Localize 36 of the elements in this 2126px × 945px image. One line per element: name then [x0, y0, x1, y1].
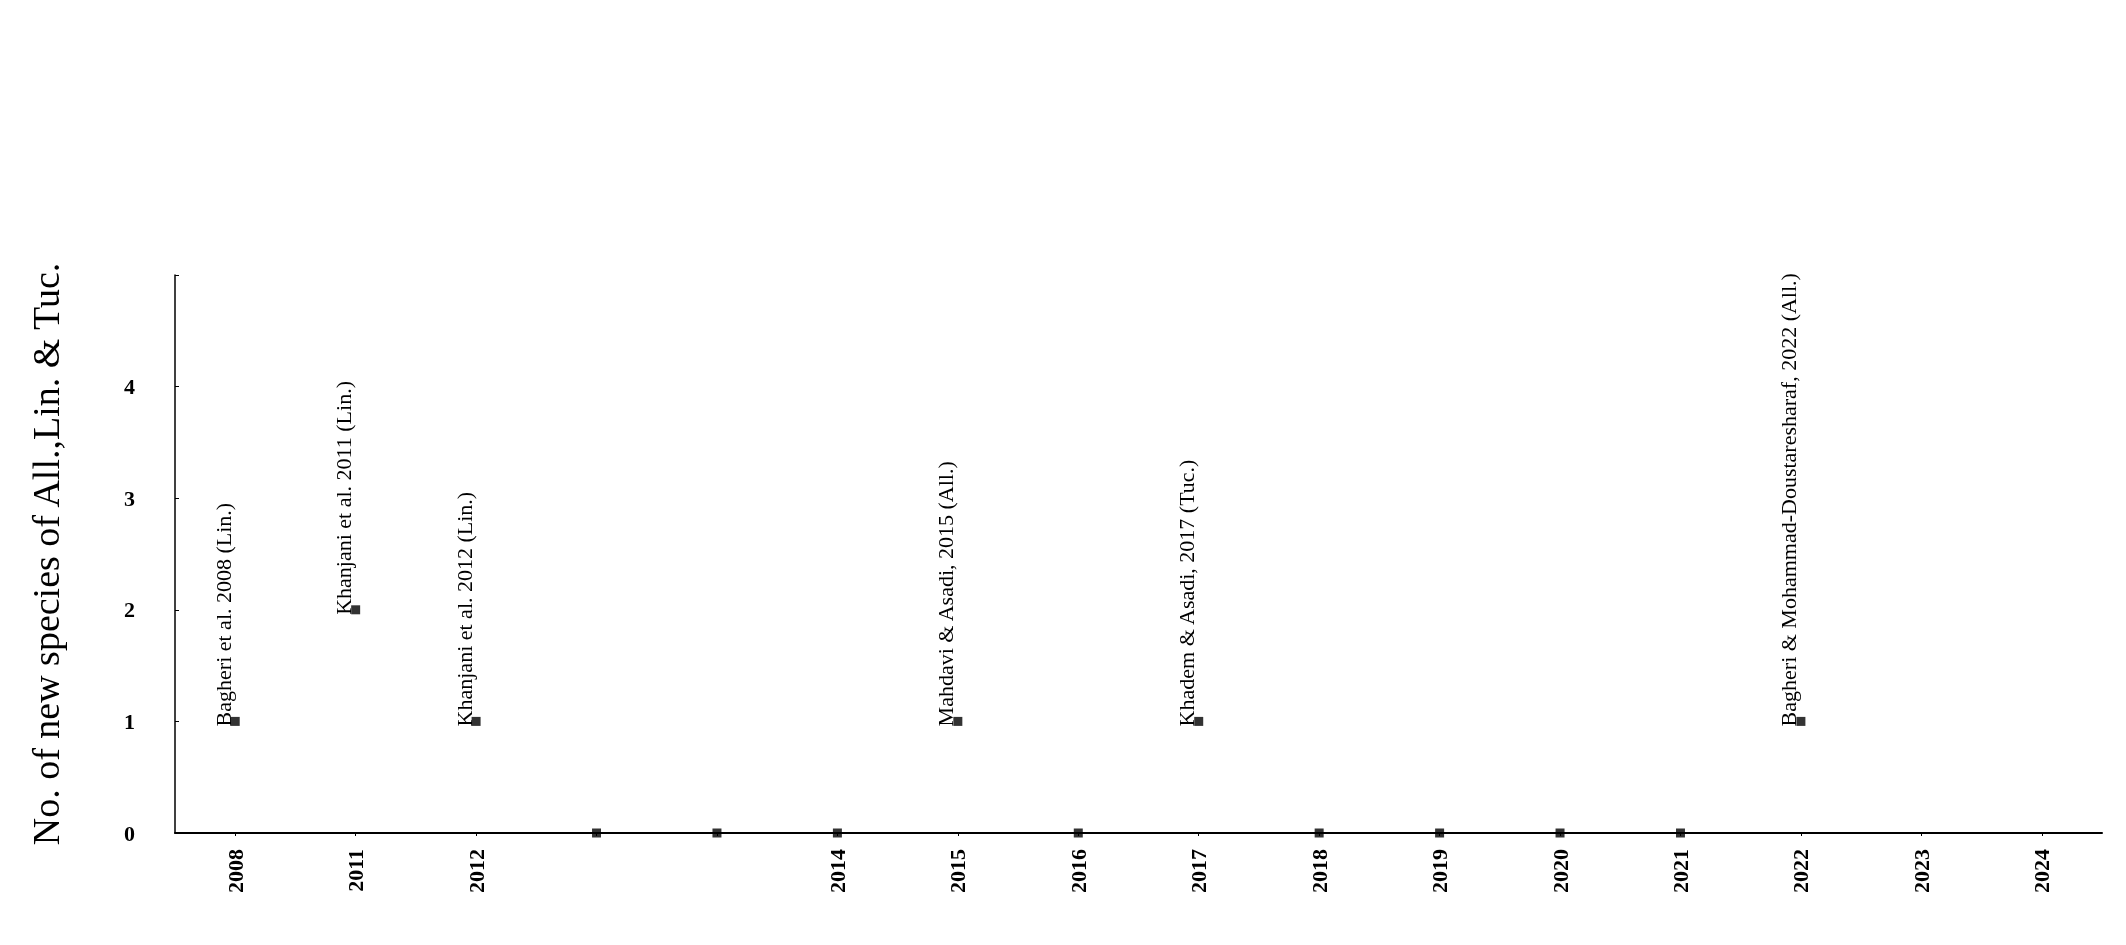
annotation: Bagheri & Mohammad-Doustaresharaf, 2022 (All.): [1776, 273, 1802, 727]
annotation: Khanjani et al. 2012 (Lin.): [451, 491, 477, 727]
annotation: Mahdavi & Asadi, 2015 (All.): [933, 461, 959, 727]
x-tick-label: 2016: [1065, 849, 1091, 893]
point: [1675, 828, 1685, 838]
x-tick-label: 2008: [222, 849, 248, 893]
y-axis-title: No. of new species of All.,Lin. & Tuc.: [25, 262, 67, 846]
x-tick-label: 2024: [2029, 849, 2055, 893]
y-tick-label: 2: [124, 597, 135, 623]
x-tick-label: 2011: [343, 849, 369, 892]
x-tick-label: 2019: [1427, 849, 1453, 893]
x-tick-label: 2023: [1908, 849, 1934, 893]
y-tick-label: 3: [124, 485, 135, 511]
x-tick-label: 2018: [1306, 849, 1332, 893]
x-tick-label: 2014: [824, 849, 850, 893]
x-tick-label: 2012: [463, 849, 489, 893]
point: [1435, 828, 1445, 838]
y-tick-label: 1: [124, 708, 135, 734]
point: [592, 828, 602, 838]
annotation: Khanjani et al. 2011 (Lin.): [331, 381, 357, 615]
point: [832, 828, 842, 838]
x-tick-label: 2022: [1788, 849, 1814, 893]
point: [1555, 828, 1565, 838]
x-tick-label: 2015: [945, 849, 971, 893]
y-tick-label: 0: [124, 820, 135, 846]
x-tick-label: 2017: [1186, 849, 1212, 893]
point: [1194, 716, 1204, 726]
y-tick-label: 4: [124, 374, 135, 400]
point: [1073, 828, 1083, 838]
point: [712, 828, 722, 838]
x-tick-label: 2021: [1667, 849, 1693, 893]
point: [953, 716, 963, 726]
x-tick-label: 2020: [1547, 849, 1573, 893]
point: [1314, 828, 1324, 838]
annotation: Bagheri et al. 2008 (Lin.): [210, 502, 236, 727]
annotation: Khadem & Asadi, 2017 (Tuc.): [1174, 459, 1200, 727]
